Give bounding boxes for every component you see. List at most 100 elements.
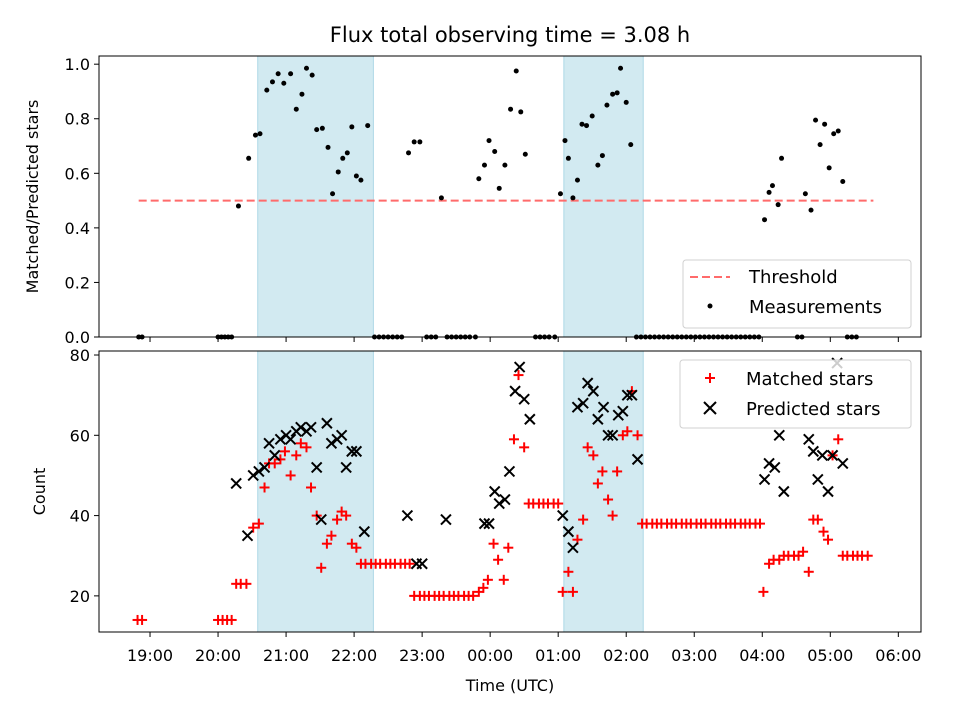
- matched-star-point: [833, 434, 844, 445]
- predicted-stars-points: [230, 357, 849, 570]
- predicted-star-point: [305, 421, 317, 433]
- count-y-tick-label: 60: [70, 426, 90, 445]
- predicted-star-point: [812, 473, 824, 486]
- predicted-star-point: [440, 513, 452, 526]
- predicted-star-point: [493, 497, 505, 510]
- predicted-star-point: [557, 509, 569, 522]
- measurement-point: [314, 127, 320, 133]
- predicted-star-point: [758, 473, 771, 486]
- ratio-y-tick-label: 0.2: [65, 273, 90, 292]
- measurement-point: [417, 139, 423, 145]
- measurement-point: [281, 80, 287, 86]
- matched-star-point: [508, 434, 519, 445]
- measurement-point: [579, 121, 585, 127]
- measurement-point: [340, 155, 346, 161]
- predicted-star-point: [807, 445, 819, 458]
- measurement-point: [595, 162, 601, 168]
- predicted-star-point: [581, 377, 594, 389]
- measurement-point: [476, 176, 482, 182]
- matched-star-point: [519, 442, 530, 453]
- matched-star-point: [321, 538, 332, 549]
- predicted-star-point: [769, 461, 781, 474]
- matched-star-point: [493, 554, 504, 565]
- matched-star-point: [758, 586, 769, 597]
- measurement-point: [618, 65, 624, 71]
- measurement-point: [557, 191, 563, 197]
- measurement-point: [438, 195, 444, 201]
- predicted-star-point: [822, 485, 834, 498]
- measurement-point: [349, 124, 355, 130]
- predicted-star-point: [763, 457, 775, 470]
- matched-star-point: [291, 450, 302, 461]
- measurement-point: [762, 217, 768, 223]
- predicted-star-point: [241, 529, 254, 542]
- predicted-star-point: [230, 477, 242, 490]
- predicted-star-point: [340, 461, 352, 474]
- time-x-tick-label: 03:00: [671, 646, 717, 665]
- predicted-star-point: [295, 421, 307, 433]
- matched-star-point: [404, 558, 415, 569]
- measurement-point: [353, 173, 359, 179]
- measurement-point: [817, 142, 823, 148]
- ratio-y-tick-label: 0.0: [65, 328, 90, 347]
- predicted-star-point: [826, 449, 839, 462]
- time-x-tick-label: 20:00: [195, 646, 241, 665]
- measurement-point: [775, 202, 781, 208]
- measurement-point: [604, 102, 610, 108]
- measurement-point: [335, 169, 341, 175]
- matched-star-point: [478, 582, 489, 593]
- observing-window-shades-top: [257, 55, 644, 338]
- matched-star-point: [622, 426, 633, 437]
- legend-predicted-label: Predicted stars: [746, 399, 880, 420]
- count-y-axis-label: Count: [30, 468, 49, 516]
- ratio-y-tick-label: 1.0: [65, 55, 90, 74]
- measurement-point: [623, 99, 629, 105]
- shade-bottom-0: [257, 350, 374, 633]
- matched-star-point: [578, 514, 589, 525]
- matched-star-point: [592, 478, 603, 489]
- measurement-point: [264, 87, 270, 93]
- measurement-point: [325, 144, 331, 150]
- predicted-star-point: [284, 433, 297, 446]
- measurement-point: [303, 65, 309, 71]
- measurement-point: [599, 153, 605, 159]
- predicted-star-point: [401, 509, 414, 522]
- predicted-star-point: [587, 385, 600, 397]
- matched-star-point: [567, 586, 578, 597]
- time-x-tick-label: 00:00: [467, 646, 513, 665]
- ratio-panel-frame: [98, 55, 922, 338]
- matched-star-point: [351, 542, 362, 553]
- measurement-point: [570, 195, 576, 201]
- matched-star-point: [823, 534, 834, 545]
- measurement-point: [309, 72, 315, 78]
- predicted-star-point: [321, 417, 333, 429]
- matched-star-point: [612, 466, 623, 477]
- predicted-star-point: [310, 461, 323, 474]
- predicted-star-point: [803, 433, 815, 446]
- predicted-star-point: [269, 449, 281, 462]
- matched-star-point: [226, 614, 237, 625]
- legend-threshold-label: Threshold: [748, 267, 838, 288]
- measurement-point: [486, 138, 492, 144]
- matched-star-point: [498, 574, 509, 585]
- matched-star-point: [316, 562, 327, 573]
- legend-measurement-label: Measurements: [749, 297, 882, 318]
- matched-star-point: [488, 538, 499, 549]
- measurement-point: [513, 68, 519, 74]
- predicted-star-point: [577, 397, 589, 409]
- measurement-point: [779, 155, 785, 161]
- time-x-tick-label: 02:00: [603, 646, 649, 665]
- measurement-point: [246, 155, 252, 161]
- count-y-tick-label: 40: [70, 507, 90, 526]
- measurement-point: [835, 128, 841, 134]
- count-y-tick-label: 80: [70, 346, 90, 365]
- matched-star-point: [563, 566, 574, 577]
- predicted-star-point: [602, 429, 614, 442]
- predicted-star-point: [258, 461, 271, 474]
- predicted-star-point: [626, 389, 638, 401]
- predicted-star-point: [488, 485, 501, 498]
- time-x-tick-label: 01:00: [535, 646, 581, 665]
- legend-matched-label: Matched stars: [746, 369, 873, 390]
- predicted-star-point: [416, 558, 428, 570]
